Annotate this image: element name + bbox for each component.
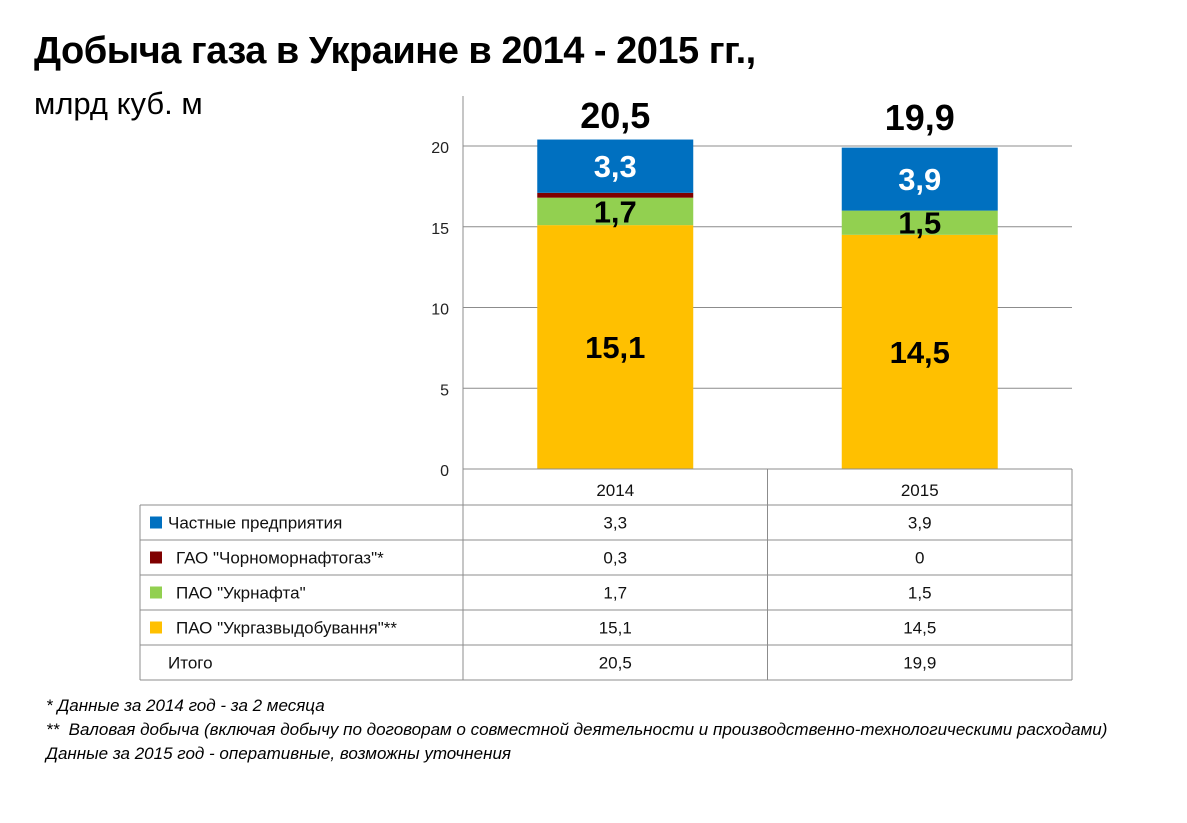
footnote-1: * Данные за 2014 год - за 2 месяца [46,696,325,715]
y-tick-label: 20 [431,140,449,157]
y-tick-label: 10 [431,302,449,319]
bar-segment [537,139,694,193]
data-label: 3,9 [898,162,941,197]
table-cell-value: 0 [915,549,924,568]
table-row-label: ПАО "Укрнафта" [176,584,306,603]
bar-segment [537,192,694,198]
table-cell-value: 1,5 [908,584,932,603]
chart-title: Добыча газа в Украине в 2014 - 2015 гг., [34,30,756,72]
data-label: 14,5 [890,335,950,370]
bar-segment [537,197,694,226]
table-cell-value: 20,5 [599,654,632,673]
data-label: 1,7 [594,194,637,229]
table-row-label: Частные предприятия [168,514,342,533]
bar-segment [841,210,998,235]
bar-segment [841,234,998,469]
chart-subtitle: млрд куб. м [34,86,203,121]
table-row-label: Итого [168,654,213,673]
data-label: 15,1 [585,330,645,365]
total-label: 20,5 [580,95,650,136]
y-tick-label: 15 [431,221,449,238]
table-cell-value: 3,9 [908,514,932,533]
bar-segment [537,225,694,469]
table-cell-value: 1,7 [603,584,627,603]
table-cell-value: 15,1 [599,619,632,638]
legend-swatch [150,586,162,599]
x-category-label: 2014 [596,481,634,500]
table-row-label: ПАО "Укргазвыдобування"** [176,619,397,638]
footnote-3: Данные за 2015 год - оперативные, возмож… [46,744,511,763]
bar-segment [841,147,998,211]
footnotes: * Данные за 2014 год - за 2 месяца ** Ва… [46,694,1176,766]
table-cell-value: 14,5 [903,619,936,638]
x-category-label: 2015 [901,481,939,500]
table-row-label: ГАО "Чорноморнафтогаз"* [176,549,384,568]
footnote-2: ** Валовая добыча (включая добычу по дог… [46,720,1108,739]
total-label: 19,9 [885,97,955,138]
table-cell-value: 19,9 [903,654,936,673]
table-cell-value: 0,3 [603,549,627,568]
legend-swatch [150,621,162,634]
legend-swatch [150,516,162,529]
table-cell-value: 3,3 [603,514,627,533]
data-label: 3,3 [594,149,637,184]
data-label: 1,5 [898,206,941,241]
y-tick-label: 0 [440,463,449,480]
legend-swatch [150,551,162,564]
y-tick-label: 5 [440,382,449,399]
